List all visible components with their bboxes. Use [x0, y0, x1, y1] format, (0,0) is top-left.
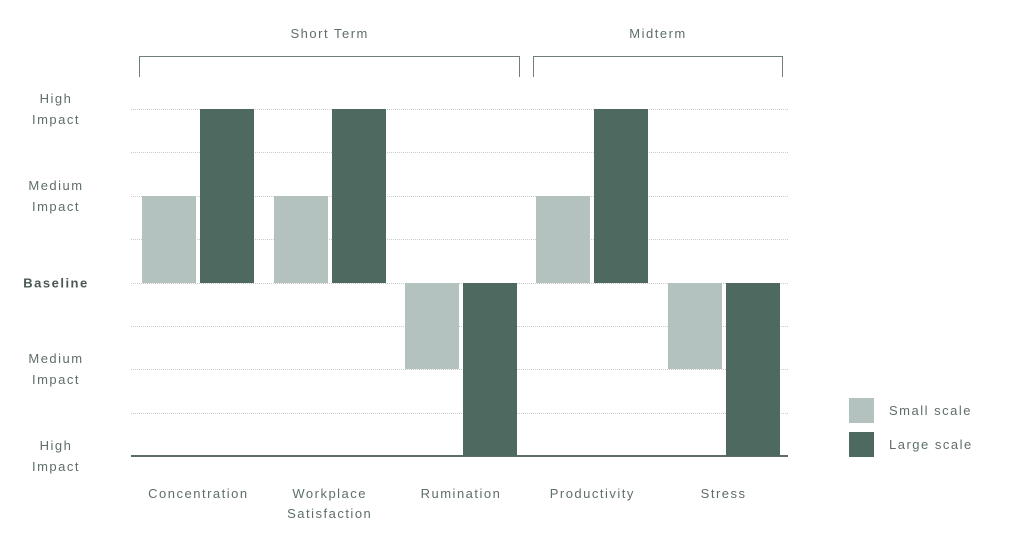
bar-productivity-small-scale: [536, 195, 591, 283]
legend-item-label: Small scale: [889, 403, 972, 418]
bar-rumination-large-scale: [463, 282, 517, 456]
x-axis-category-label: Stress: [700, 486, 747, 501]
x-axis-category-label: Concentration: [148, 486, 249, 501]
x-axis-category-label: Productivity: [549, 486, 635, 501]
bar-concentration-large-scale: [200, 109, 255, 283]
bar-stress-small-scale: [667, 282, 722, 370]
y-axis-tick-label: Medium Impact: [28, 177, 84, 214]
section-title: Short Term: [290, 26, 369, 41]
bar-rumination-small-scale: [405, 282, 459, 370]
bar-productivity-large-scale: [594, 109, 649, 283]
legend-item: Small scale: [849, 398, 973, 423]
gridline: [131, 325, 788, 327]
gridline: [131, 369, 788, 371]
bar-workplace-large-scale: [331, 109, 386, 283]
y-axis-tick-label: High Impact: [31, 91, 80, 127]
y-axis-tick-label: Baseline: [23, 275, 89, 290]
gridline: [131, 282, 788, 284]
bar-workplace-small-scale: [273, 195, 328, 283]
section-title: Midterm: [629, 26, 687, 41]
large-scale-swatch-icon: [849, 432, 874, 457]
y-axis-tick-label: Medium Impact: [28, 351, 84, 388]
bar-stress-large-scale: [725, 282, 780, 456]
x-axis-line: [131, 455, 788, 457]
gridline: [131, 239, 788, 241]
gridline: [131, 195, 788, 197]
legend-item-label: Large scale: [889, 437, 973, 452]
y-axis-tick-label: High Impact: [31, 438, 80, 474]
gridline: [131, 109, 788, 110]
x-axis-category-label: Workplace Satisfaction: [287, 486, 373, 521]
legend-item: Large scale: [849, 432, 973, 457]
bar-concentration-small-scale: [142, 195, 197, 283]
section-bracket: [139, 56, 520, 77]
legend: Small scale Large scale: [849, 398, 973, 466]
small-scale-swatch-icon: [849, 398, 874, 423]
gridline: [131, 152, 788, 154]
gridline: [131, 412, 788, 414]
section-bracket: [533, 56, 783, 77]
x-axis-category-label: Rumination: [420, 486, 502, 501]
